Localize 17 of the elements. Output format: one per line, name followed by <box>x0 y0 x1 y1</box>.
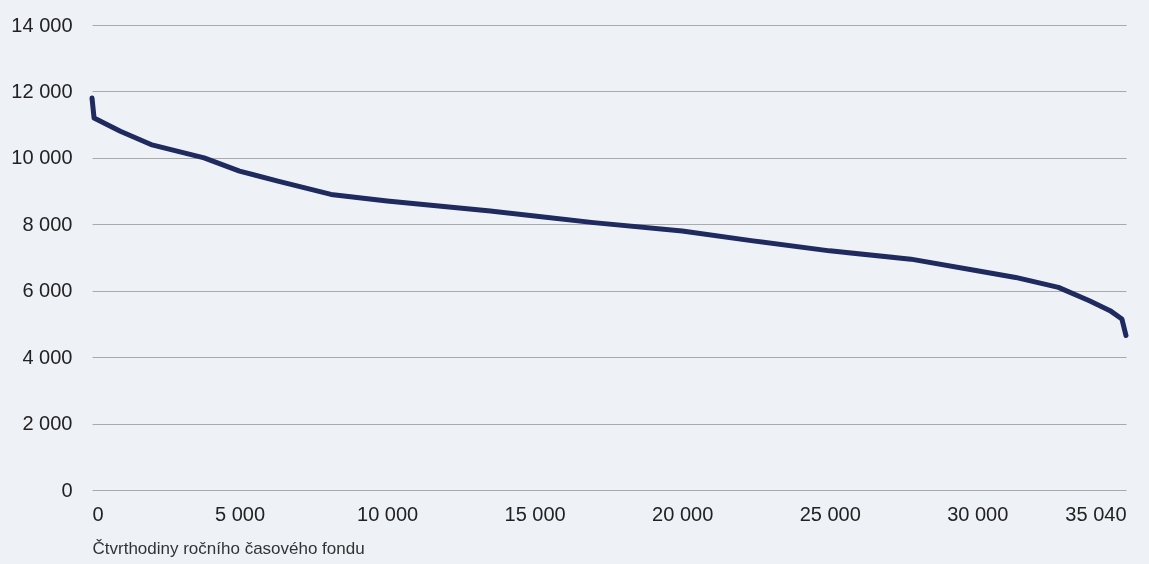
x-tick-label: 5 000 <box>215 502 266 525</box>
y-tick-label: 10 000 <box>11 146 73 169</box>
x-tick-label: 15 000 <box>504 502 566 525</box>
x-tick-label: 10 000 <box>357 502 419 525</box>
x-tick-label: 20 000 <box>652 502 714 525</box>
y-tick-label: 0 <box>61 478 73 501</box>
y-tick-label: 12 000 <box>11 79 73 102</box>
x-tick-label: 30 000 <box>947 502 1009 525</box>
y-tick-label: 2 000 <box>22 412 73 435</box>
y-tick-label: 8 000 <box>22 212 73 235</box>
x-axis-title: Čtvrthodiny ročního časového fondu <box>92 538 365 558</box>
x-tick-label: 35 040 <box>1065 502 1127 525</box>
x-tick-label: 0 <box>92 502 104 525</box>
y-tick-label: 14 000 <box>11 13 73 36</box>
x-tick-label: 25 000 <box>799 502 861 525</box>
y-tick-label: 6 000 <box>22 279 73 302</box>
y-tick-label: 4 000 <box>22 345 73 368</box>
